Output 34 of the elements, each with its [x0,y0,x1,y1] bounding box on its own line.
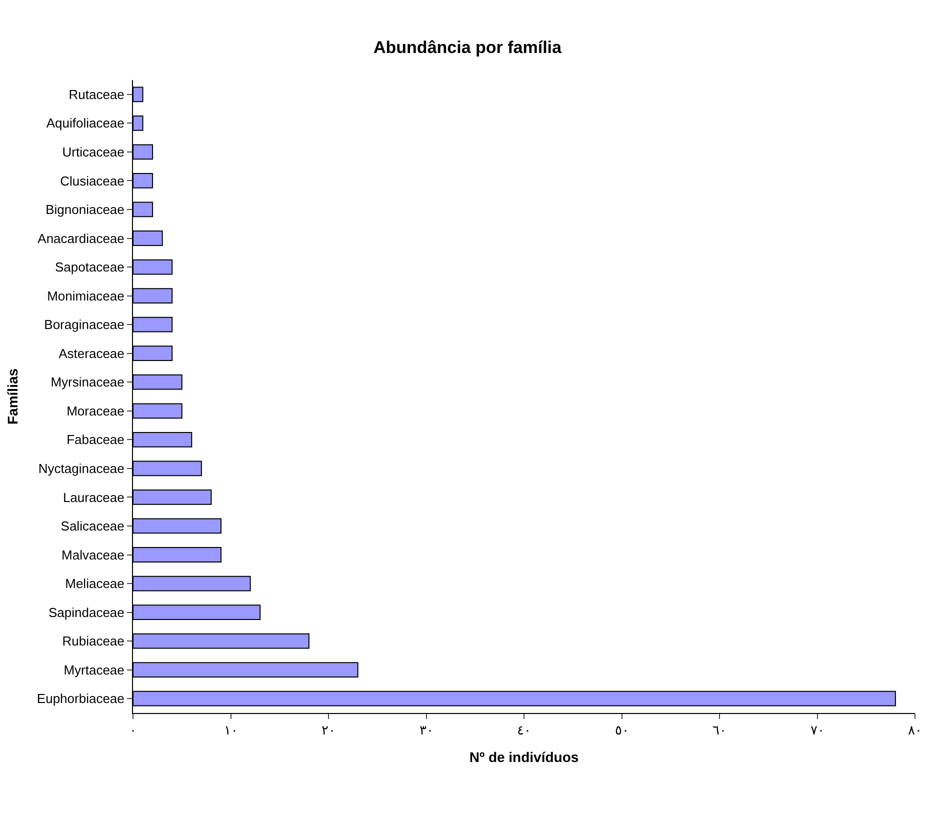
y-tick-label: Bignoniaceae [46,202,124,218]
x-tick-label: ٨٠ [908,722,922,738]
y-tick-label: Malvaceae [62,547,124,562]
y-tick-label: Euphorbiaceae [36,691,124,706]
y-tick-label: Fabaceae [66,432,124,448]
x-tick-label: ٤٠ [517,722,531,738]
y-tick-label: Monimiaceae [47,288,124,304]
y-tick-label: Salicaceae [60,518,124,534]
y-tick-label: Urticaceae [62,144,124,160]
y-tick-label: Aquifoliaceae [46,116,124,131]
x-tick-label: ٣٠ [419,722,434,738]
y-tick-label: Asteraceae [58,346,124,361]
y-tick-label: Rubiaceae [62,634,124,649]
y-tick-label: Lauraceae [62,490,124,505]
y-tick-label: Myrtaceae [64,662,124,678]
y-tick-label: Boraginaceae [44,317,124,332]
x-tick-label: ٦٠ [712,722,726,738]
x-tick-label: ١٠ [224,722,238,738]
x-tick-label: ٠ [130,722,136,738]
x-tick-label: ٢٠ [322,722,336,738]
x-tick-label: ٧٠ [810,722,824,738]
x-tick-label: ٥٠ [614,722,629,738]
chart-title: Abundância por família [374,38,562,58]
y-tick-label: Sapindaceae [48,604,124,620]
y-tick-label: Myrsinaceae [50,374,124,390]
y-tick-label: Sapotaceae [54,260,124,275]
y-axis-title: Famílias [4,368,21,425]
y-tick-label: Rutaceae [68,86,124,102]
y-tick-label: Clusiaceae [60,173,124,188]
x-axis-title: Nº de indivíduos [469,748,579,765]
y-tick-label: Moraceae [66,403,124,418]
y-tick-label: Anacardiaceae [38,230,124,246]
y-tick-label: Meliaceae [65,576,124,592]
y-tick-label: Nyctaginaceae [38,460,124,476]
